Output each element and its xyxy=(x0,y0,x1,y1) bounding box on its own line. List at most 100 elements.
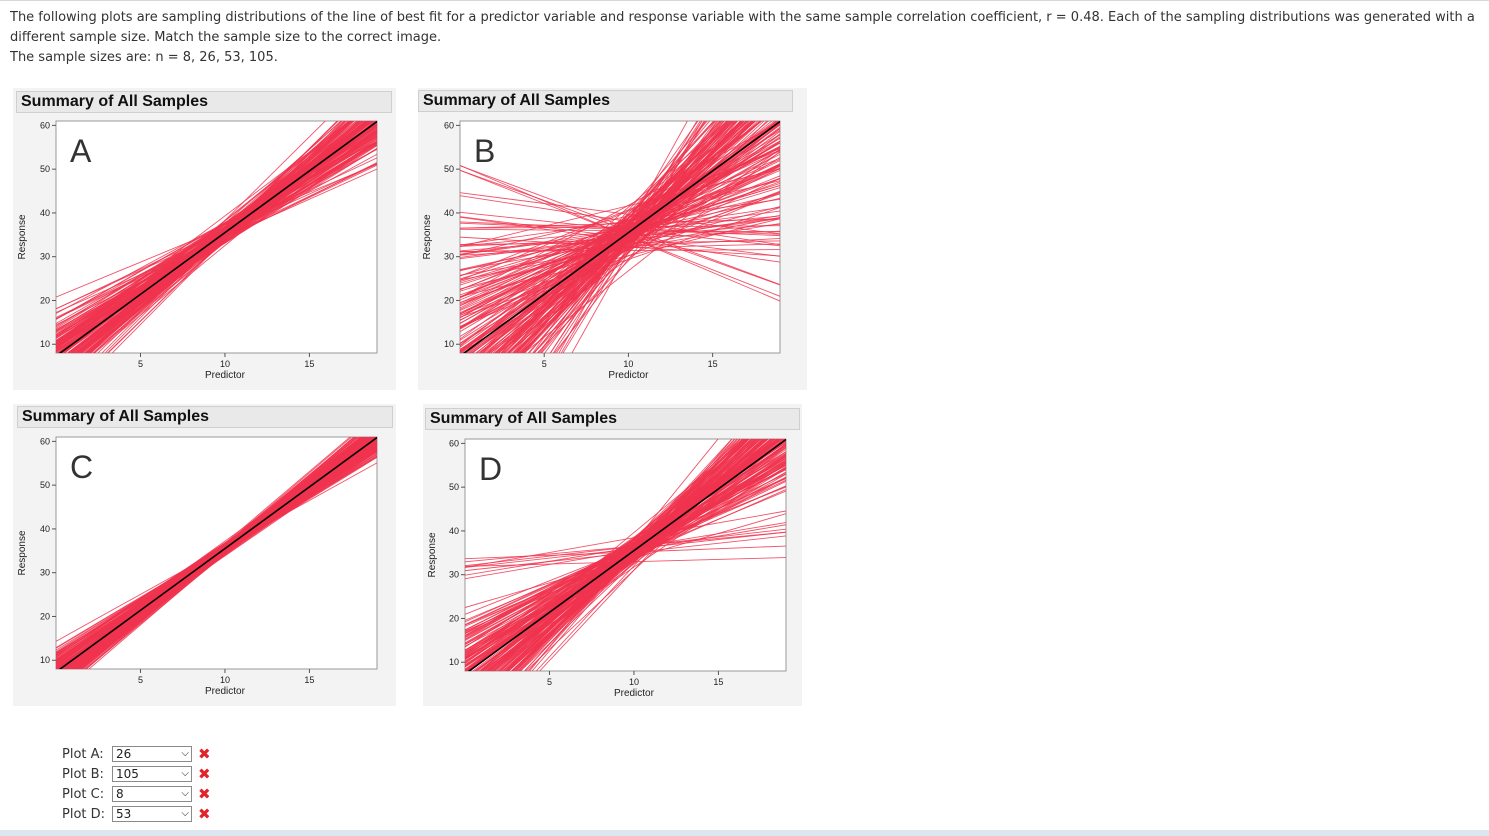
x-axis-label: Predictor xyxy=(608,370,649,381)
sample-fit-lines xyxy=(56,121,377,353)
plot-letter: C xyxy=(70,449,93,485)
answer-row-c: Plot C: 8 ⌵ ✖ xyxy=(62,784,211,804)
plot-panel-c: Summary of All Samples 60 50 40 30 20 10 5 10 15 P… xyxy=(13,404,396,706)
panel-title: Summary of All Samples xyxy=(16,91,392,113)
panel-title: Summary of All Samples xyxy=(425,408,800,430)
sample-line xyxy=(499,439,762,671)
sample-line xyxy=(498,121,750,353)
sample-line xyxy=(460,236,780,257)
sample-line xyxy=(93,121,377,353)
y-tick-label: 50 xyxy=(40,164,50,174)
sample-line xyxy=(560,121,698,353)
x-tick-label: 10 xyxy=(629,677,639,687)
sample-line xyxy=(571,121,703,353)
sample-line xyxy=(460,223,780,252)
y-axis-label: Response xyxy=(17,530,28,575)
plot-a-select[interactable]: 26 ⌵ xyxy=(112,746,192,762)
top-divider xyxy=(0,0,1489,1)
sample-line xyxy=(79,437,364,669)
y-axis-label: Response xyxy=(422,214,433,259)
sample-line xyxy=(519,121,721,353)
y-tick-label: 20 xyxy=(40,295,50,305)
sample-line xyxy=(555,121,718,353)
bottom-bar xyxy=(0,830,1489,836)
y-tick-label: 30 xyxy=(40,568,50,578)
x-axis-label: Predictor xyxy=(614,688,655,699)
sample-line xyxy=(88,121,364,353)
sample-line xyxy=(512,439,772,671)
sample-line xyxy=(508,439,767,671)
sample-line xyxy=(460,167,780,328)
plot-letter: D xyxy=(479,451,502,487)
plot-b-selected-value: 105 xyxy=(116,767,139,781)
x-tick-label: 15 xyxy=(304,675,314,685)
y-tick-label: 40 xyxy=(449,526,459,536)
plot-d-select[interactable]: 53 ⌵ xyxy=(112,806,192,822)
sample-line xyxy=(460,149,780,277)
population-fit-line xyxy=(58,121,377,353)
sample-line xyxy=(515,439,741,671)
x-tick-label: 10 xyxy=(220,675,230,685)
plot-c-selected-value: 8 xyxy=(116,787,124,801)
sample-line xyxy=(481,445,786,671)
panel-title: Summary of All Samples xyxy=(418,90,793,112)
y-tick-label: 60 xyxy=(40,120,50,130)
x-tick-label: 5 xyxy=(542,359,547,369)
chevron-down-icon: ⌵ xyxy=(181,788,189,799)
sample-line xyxy=(465,443,786,664)
plot-b-select[interactable]: 105 ⌵ xyxy=(112,766,192,782)
sample-line xyxy=(460,121,778,352)
answer-row-d: Plot D: 53 ⌵ ✖ xyxy=(62,804,211,824)
y-tick-label: 60 xyxy=(449,438,459,448)
x-tick-label: 15 xyxy=(304,359,314,369)
x-tick-label: 10 xyxy=(220,359,230,369)
sample-line xyxy=(73,124,377,353)
y-tick-label: 20 xyxy=(449,613,459,623)
population-fit-line xyxy=(58,437,377,669)
incorrect-icon: ✖ xyxy=(198,785,211,803)
sample-line xyxy=(59,445,377,669)
sample-line xyxy=(491,439,773,671)
y-tick-label: 30 xyxy=(40,252,50,262)
population-fit-line xyxy=(467,439,786,671)
plot-letter: A xyxy=(70,133,92,169)
y-tick-label: 30 xyxy=(449,570,459,580)
sample-line xyxy=(56,462,377,642)
y-axis-label: Response xyxy=(427,532,438,577)
answer-label-a: Plot A: xyxy=(62,746,104,762)
plot-c-select[interactable]: 8 ⌵ xyxy=(112,786,192,802)
panel-title: Summary of All Samples xyxy=(17,406,393,428)
sample-line xyxy=(521,121,743,353)
x-tick-label: 10 xyxy=(623,359,633,369)
answer-label-d: Plot D: xyxy=(62,806,106,822)
sample-line xyxy=(533,121,755,353)
sample-line xyxy=(460,168,780,248)
y-tick-label: 40 xyxy=(40,208,50,218)
y-tick-label: 20 xyxy=(40,611,50,621)
sample-line xyxy=(76,121,343,353)
population-fit-line xyxy=(462,121,780,353)
x-tick-label: 15 xyxy=(713,677,723,687)
sample-line xyxy=(469,123,780,353)
y-tick-label: 60 xyxy=(444,120,454,130)
sample-line xyxy=(56,440,377,666)
sample-line xyxy=(465,510,786,568)
sample-fit-lines xyxy=(465,439,786,671)
sample-line xyxy=(465,439,780,658)
sample-line xyxy=(56,121,377,346)
plot-panel-a: Summary of All Samples 60 50 40 30 20 10 5 10 15 P… xyxy=(13,88,396,390)
sample-line xyxy=(460,198,780,246)
sample-line xyxy=(69,122,377,353)
sample-line xyxy=(535,439,753,671)
x-axis-label: Predictor xyxy=(205,686,246,697)
y-tick-label: 40 xyxy=(40,524,50,534)
sample-line xyxy=(460,193,780,304)
question-prompt: The following plots are sampling distrib… xyxy=(10,10,1475,45)
sample-line xyxy=(517,439,748,671)
incorrect-icon: ✖ xyxy=(198,805,211,823)
sample-line xyxy=(492,121,722,353)
y-tick-label: 50 xyxy=(449,482,459,492)
sample-line xyxy=(58,141,377,353)
chevron-down-icon: ⌵ xyxy=(181,748,189,759)
sample-line xyxy=(460,169,780,297)
